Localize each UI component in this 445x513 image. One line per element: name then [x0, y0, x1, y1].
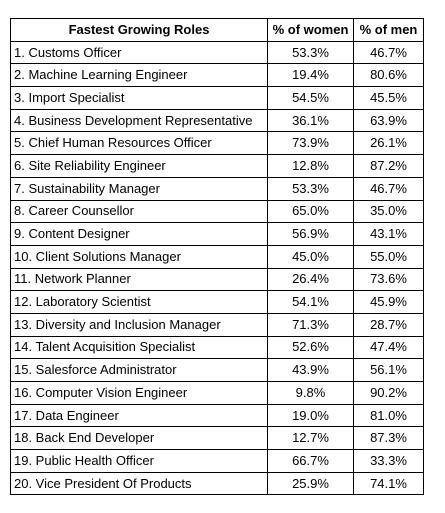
role-cell: 10. Client Solutions Manager: [10, 244, 268, 269]
header-men: % of men: [353, 18, 424, 42]
table-body: 1. Customs Officer 53.3% 46.7% 2. Machine L…: [10, 40, 424, 496]
men-percent-cell: 43.1%: [353, 222, 424, 246]
table-row: 16. Computer Vision Engineer 9.8% 90.2%: [10, 381, 424, 405]
header-role: Fastest Growing Roles: [10, 18, 268, 42]
role-cell: 16. Computer Vision Engineer: [10, 381, 268, 405]
table-row: 8. Career Counsellor 65.0% 35.0%: [10, 199, 424, 224]
women-percent-cell: 9.8%: [267, 381, 354, 405]
table-row: 13. Diversity and Inclusion Manager 71.3%…: [10, 312, 424, 337]
role-cell: 8. Career Counsellor: [10, 199, 268, 224]
role-cell: 4. Business Development Representative: [10, 108, 268, 133]
men-percent-cell: 28.7%: [353, 312, 424, 337]
table-row: 18. Back End Developer 12.7% 87.3%: [10, 426, 424, 451]
women-percent-cell: 73.9%: [267, 131, 354, 156]
table-row: 14. Talent Acquisition Specialist 52.6% 47…: [10, 335, 424, 360]
men-percent-cell: 90.2%: [353, 381, 424, 405]
women-percent-cell: 52.6%: [267, 335, 354, 360]
role-cell: 20. Vice President Of Products: [10, 471, 268, 496]
table-row: 19. Public Health Officer 66.7% 33.3%: [10, 449, 424, 473]
role-cell: 7. Sustainability Manager: [10, 176, 268, 201]
role-cell: 2. Machine Learning Engineer: [10, 63, 268, 88]
men-percent-cell: 87.2%: [353, 154, 424, 178]
role-cell: 6. Site Reliability Engineer: [10, 154, 268, 178]
women-percent-cell: 43.9%: [267, 358, 354, 382]
men-percent-cell: 87.3%: [353, 426, 424, 451]
header-row: Fastest Growing Roles % of women % of me…: [10, 18, 424, 42]
role-cell: 9. Content Designer: [10, 222, 268, 246]
men-percent-cell: 45.9%: [353, 290, 424, 314]
women-percent-cell: 54.5%: [267, 86, 354, 110]
women-percent-cell: 26.4%: [267, 267, 354, 292]
men-percent-cell: 33.3%: [353, 449, 424, 473]
roles-table: Fastest Growing Roles % of women % of me…: [10, 18, 424, 496]
men-percent-cell: 26.1%: [353, 131, 424, 156]
role-cell: 3. Import Specialist: [10, 86, 268, 110]
men-percent-cell: 80.6%: [353, 63, 424, 88]
men-percent-cell: 73.6%: [353, 267, 424, 292]
women-percent-cell: 12.8%: [267, 154, 354, 178]
women-percent-cell: 19.4%: [267, 63, 354, 88]
women-percent-cell: 53.3%: [267, 176, 354, 201]
men-percent-cell: 46.7%: [353, 176, 424, 201]
women-percent-cell: 53.3%: [267, 40, 354, 65]
women-percent-cell: 71.3%: [267, 312, 354, 337]
table-row: 5. Chief Human Resources Officer 73.9% 26.…: [10, 131, 424, 156]
table-row: 4. Business Development Representative 36…: [10, 108, 424, 133]
men-percent-cell: 56.1%: [353, 358, 424, 382]
table-row: 6. Site Reliability Engineer 12.8% 87.2%: [10, 154, 424, 178]
women-percent-cell: 12.7%: [267, 426, 354, 451]
women-percent-cell: 25.9%: [267, 471, 354, 496]
role-cell: 13. Diversity and Inclusion Manager: [10, 312, 268, 337]
table-row: 3. Import Specialist 54.5% 45.5%: [10, 86, 424, 110]
men-percent-cell: 45.5%: [353, 86, 424, 110]
women-percent-cell: 45.0%: [267, 244, 354, 269]
women-percent-cell: 19.0%: [267, 403, 354, 428]
table-row: 11. Network Planner 26.4% 73.6%: [10, 267, 424, 292]
men-percent-cell: 35.0%: [353, 199, 424, 224]
men-percent-cell: 55.0%: [353, 244, 424, 269]
men-percent-cell: 74.1%: [353, 471, 424, 496]
table-row: 20. Vice President Of Products 25.9% 74.1%: [10, 471, 424, 496]
role-cell: 14. Talent Acquisition Specialist: [10, 335, 268, 360]
table-row: 9. Content Designer 56.9% 43.1%: [10, 222, 424, 246]
table-row: 12. Laboratory Scientist 54.1% 45.9%: [10, 290, 424, 314]
role-cell: 5. Chief Human Resources Officer: [10, 131, 268, 156]
header-women: % of women: [267, 18, 354, 42]
men-percent-cell: 47.4%: [353, 335, 424, 360]
role-cell: 11. Network Planner: [10, 267, 268, 292]
women-percent-cell: 36.1%: [267, 108, 354, 133]
men-percent-cell: 46.7%: [353, 40, 424, 65]
men-percent-cell: 81.0%: [353, 403, 424, 428]
women-percent-cell: 66.7%: [267, 449, 354, 473]
role-cell: 12. Laboratory Scientist: [10, 290, 268, 314]
role-cell: 19. Public Health Officer: [10, 449, 268, 473]
women-percent-cell: 56.9%: [267, 222, 354, 246]
table-row: 7. Sustainability Manager 53.3% 46.7%: [10, 176, 424, 201]
role-cell: 1. Customs Officer: [10, 40, 268, 65]
table-row: 15. Salesforce Administrator 43.9% 56.1%: [10, 358, 424, 382]
table-row: 2. Machine Learning Engineer 19.4% 80.6%: [10, 63, 424, 88]
table-row: 17. Data Engineer 19.0% 81.0%: [10, 403, 424, 428]
role-cell: 17. Data Engineer: [10, 403, 268, 428]
women-percent-cell: 54.1%: [267, 290, 354, 314]
men-percent-cell: 63.9%: [353, 108, 424, 133]
table-row: 1. Customs Officer 53.3% 46.7%: [10, 40, 424, 65]
table-row: 10. Client Solutions Manager 45.0% 55.0%: [10, 244, 424, 269]
role-cell: 18. Back End Developer: [10, 426, 268, 451]
role-cell: 15. Salesforce Administrator: [10, 358, 268, 382]
women-percent-cell: 65.0%: [267, 199, 354, 224]
